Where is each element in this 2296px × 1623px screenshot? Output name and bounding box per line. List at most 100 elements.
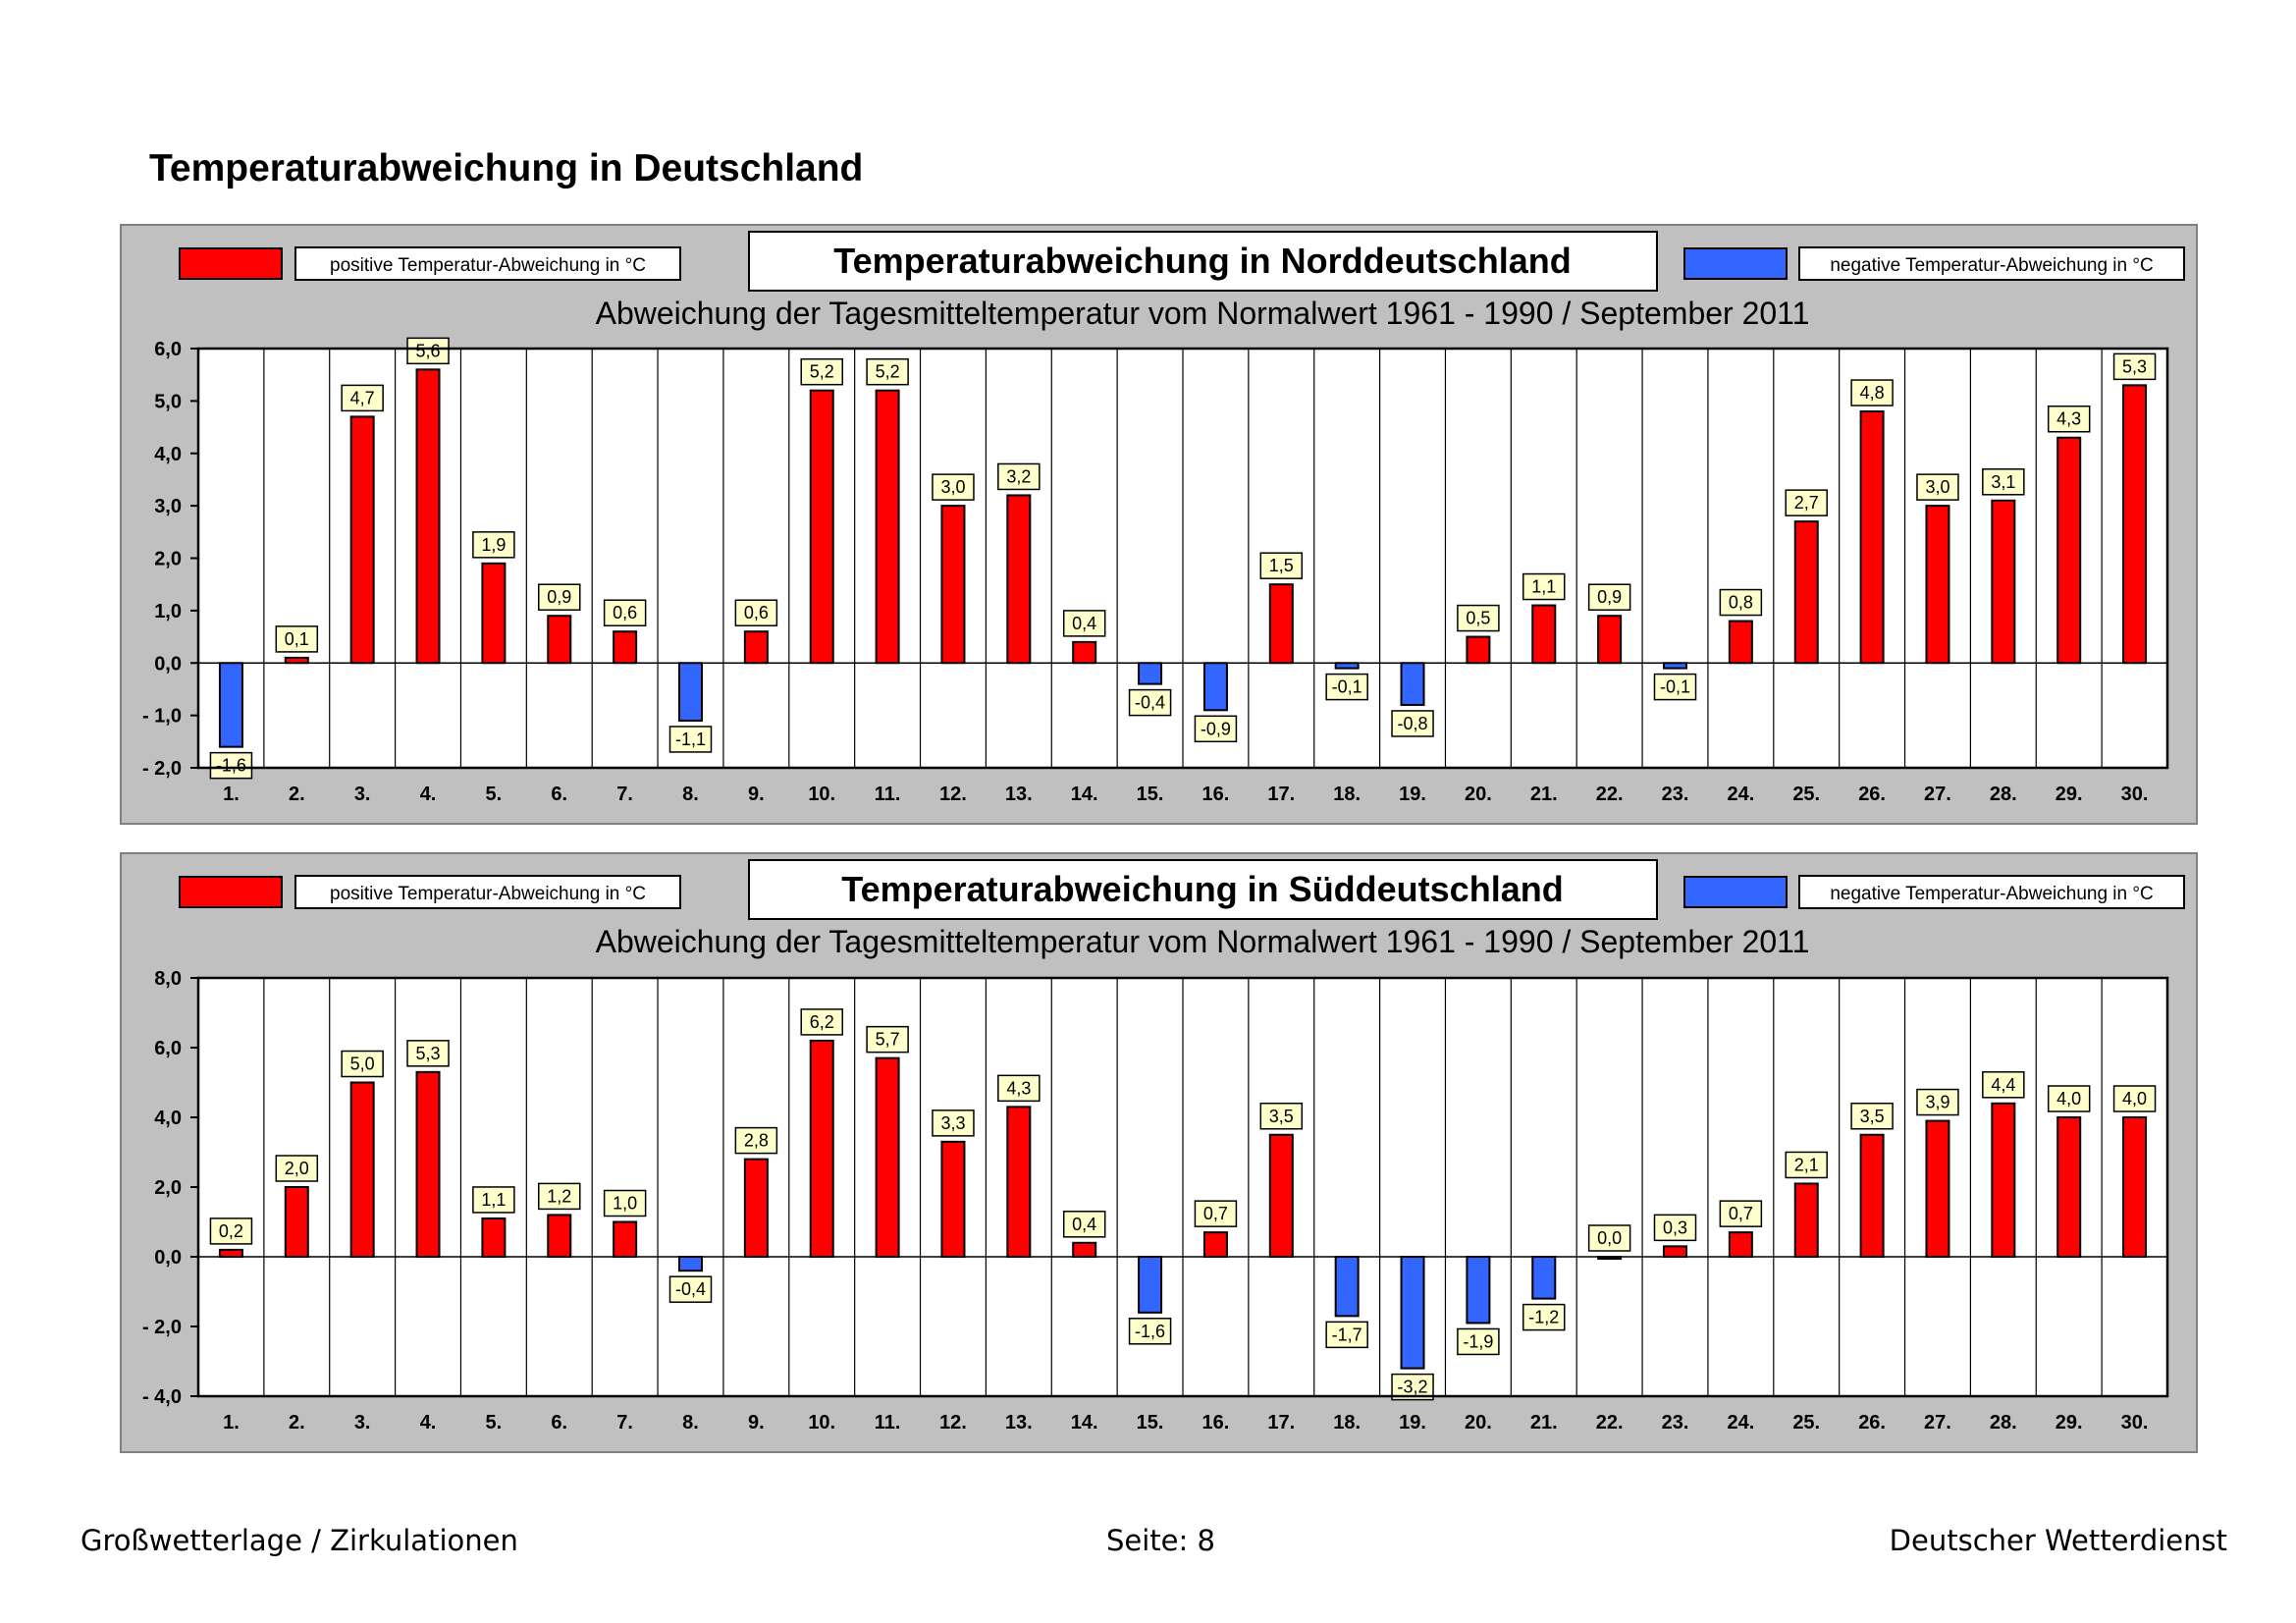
data-label: -1,7 xyxy=(1332,1325,1362,1344)
data-label: 0,9 xyxy=(1597,587,1622,607)
x-tick-label: 23. xyxy=(1662,784,1689,805)
bar xyxy=(1859,1133,1885,1258)
data-label-box xyxy=(1457,604,1500,632)
x-tick-label: 15. xyxy=(1137,1412,1164,1434)
data-label: 3,2 xyxy=(1006,466,1031,486)
data-label-box xyxy=(341,384,384,412)
data-label-box xyxy=(1522,1303,1566,1331)
x-tick-label: 27. xyxy=(1924,784,1951,805)
bar xyxy=(415,1070,441,1258)
x-tick-label: 13. xyxy=(1005,784,1033,805)
x-tick-label: 2. xyxy=(289,784,305,805)
x-tick-label: 16. xyxy=(1202,1412,1230,1434)
x-tick-label: 1. xyxy=(223,784,240,805)
bar xyxy=(875,389,900,665)
bar xyxy=(678,1256,703,1272)
plot-border xyxy=(196,976,2169,1398)
chart-south: positive Temperatur-Abweichung in °C Temp… xyxy=(120,852,2198,1453)
data-label: 0,1 xyxy=(285,629,309,649)
data-label: 6,2 xyxy=(810,1012,834,1032)
chart-north: positive Temperatur-Abweichung in °C Temp… xyxy=(120,224,2198,825)
data-label: 4,0 xyxy=(2122,1089,2147,1109)
x-tick-label: 22. xyxy=(1596,784,1624,805)
bar xyxy=(1793,520,1819,665)
bar xyxy=(1138,1256,1163,1314)
x-tick-label: 7. xyxy=(616,784,633,805)
data-label: 3,9 xyxy=(1925,1093,1949,1112)
x-tick-label: 28. xyxy=(1990,1412,2017,1434)
legend-swatch-positive xyxy=(179,876,283,908)
data-label-box xyxy=(1128,1318,1172,1345)
x-tick-label: 8. xyxy=(682,784,699,805)
bar xyxy=(678,662,703,722)
data-label-box xyxy=(932,473,975,501)
bar xyxy=(1072,640,1097,665)
bar xyxy=(218,662,243,748)
y-tick-label: 0,0 xyxy=(154,653,182,675)
legend-box-negative xyxy=(1798,246,2185,281)
data-label-box xyxy=(1719,1200,1763,1227)
data-label-box xyxy=(472,1186,515,1214)
legend-swatch-positive xyxy=(179,247,283,280)
bar xyxy=(875,1056,900,1259)
data-label-box xyxy=(1850,1103,1894,1130)
data-label-box xyxy=(734,1126,778,1155)
bar xyxy=(1991,499,2016,665)
x-tick-label: 6. xyxy=(551,1412,567,1434)
bar xyxy=(1859,410,1885,665)
data-label-box xyxy=(472,531,515,559)
bar xyxy=(1334,662,1360,670)
x-tick-label: 16. xyxy=(1202,784,1230,805)
data-label: 1,2 xyxy=(547,1186,571,1206)
data-label-box xyxy=(1653,1214,1697,1242)
data-label: -1,6 xyxy=(216,756,246,776)
chart-subtitle: Abweichung der Tagesmitteltemperatur vom… xyxy=(596,924,1810,959)
data-label: -3,2 xyxy=(1398,1378,1428,1397)
x-tick-label: 10. xyxy=(808,784,835,805)
x-tick-label: 11. xyxy=(875,1412,901,1434)
bar xyxy=(481,562,507,665)
bar xyxy=(1925,1119,1950,1259)
y-tick-label: 4,0 xyxy=(154,1108,182,1129)
data-label: -1,2 xyxy=(1528,1308,1559,1327)
bar xyxy=(743,1158,769,1258)
data-label: -0,1 xyxy=(1332,677,1362,697)
data-label-box xyxy=(2047,1085,2091,1112)
x-tick-label: 27. xyxy=(1924,1412,1951,1434)
chart-title-box xyxy=(748,859,1658,920)
bar xyxy=(940,505,966,665)
y-tick-label: - 4,0 xyxy=(142,1386,182,1408)
bar xyxy=(940,1140,966,1258)
data-label: 5,7 xyxy=(876,1030,900,1050)
data-label: 1,1 xyxy=(481,1190,506,1210)
data-label: 0,7 xyxy=(1203,1204,1228,1223)
y-tick-label: - 2,0 xyxy=(142,758,182,780)
data-label-box xyxy=(866,1025,909,1054)
x-tick-label: 13. xyxy=(1005,1412,1033,1434)
bar xyxy=(218,1248,243,1259)
bar xyxy=(1202,1231,1228,1259)
bar xyxy=(1663,1245,1687,1258)
bar xyxy=(809,389,834,665)
bar xyxy=(284,1186,309,1258)
data-label: 2,0 xyxy=(285,1159,309,1178)
bar xyxy=(1925,505,1950,665)
data-label-box xyxy=(209,1217,253,1245)
data-label-box xyxy=(1916,1088,1959,1116)
data-label-box xyxy=(1391,710,1434,737)
legend-box-negative xyxy=(1798,875,2185,909)
x-tick-label: 19. xyxy=(1399,1412,1426,1434)
data-label-box xyxy=(209,751,253,780)
data-label: 4,3 xyxy=(2056,409,2081,429)
data-label: 2,1 xyxy=(1794,1155,1819,1174)
x-tick-label: 6. xyxy=(551,784,567,805)
x-tick-label: 30. xyxy=(2121,784,2149,805)
bar xyxy=(349,1081,375,1258)
x-tick-label: 24. xyxy=(1727,784,1754,805)
data-label-box xyxy=(406,1040,450,1067)
data-label-box xyxy=(997,462,1041,491)
bar xyxy=(1728,1231,1753,1259)
data-label-box xyxy=(668,1275,713,1303)
y-tick-label: 5,0 xyxy=(154,391,182,412)
